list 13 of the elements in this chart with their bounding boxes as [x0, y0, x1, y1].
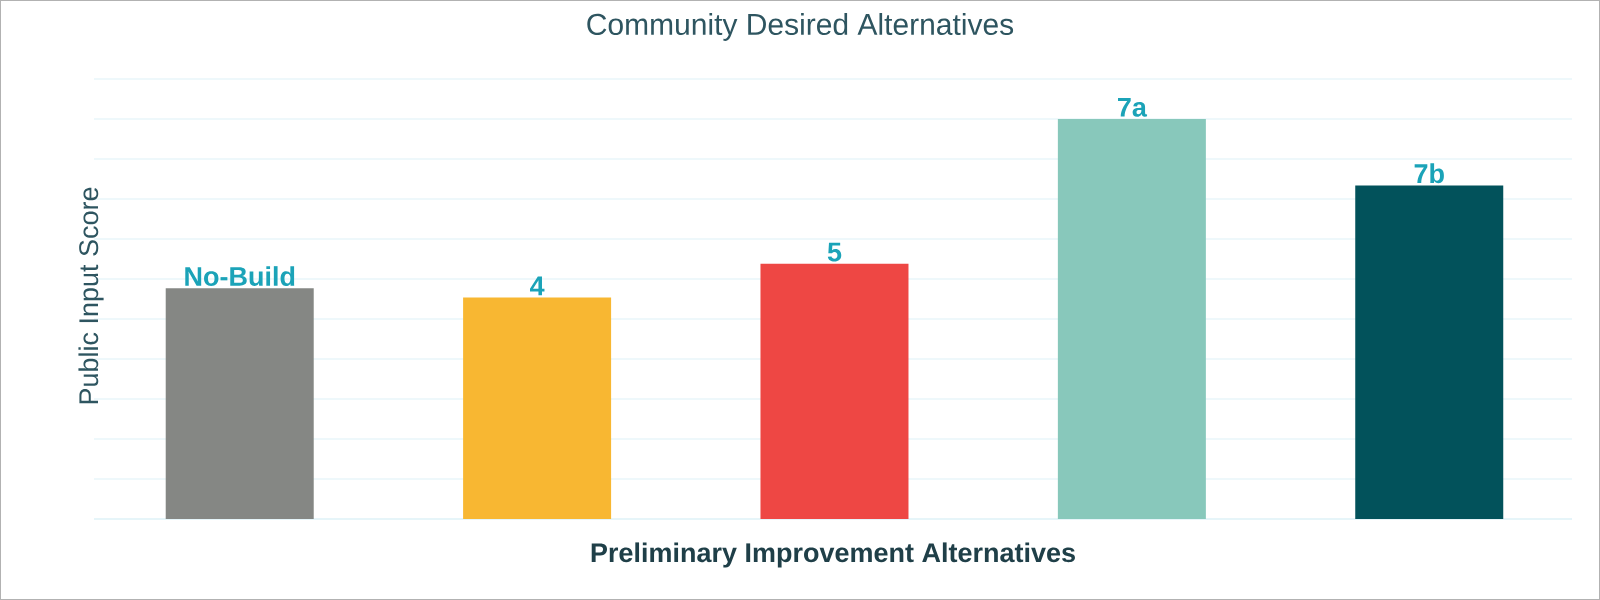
x-tick-label: 4	[530, 276, 545, 296]
bar	[1057, 119, 1206, 519]
y-axis-title: Public Input Score	[78, 187, 104, 404]
chart-title: Community Desired Alternatives	[587, 13, 1014, 41]
bar	[463, 297, 612, 519]
bar	[165, 288, 314, 519]
bar	[1355, 185, 1504, 519]
x-tick-label: 7a	[1118, 97, 1148, 117]
x-tick-label: 5	[827, 242, 842, 262]
x-axis-title: Preliminary Improvement Alternatives	[591, 542, 1075, 568]
x-tick-label: No-Build	[185, 266, 295, 286]
bar	[760, 263, 909, 519]
x-tick-label: 7b	[1414, 163, 1444, 184]
